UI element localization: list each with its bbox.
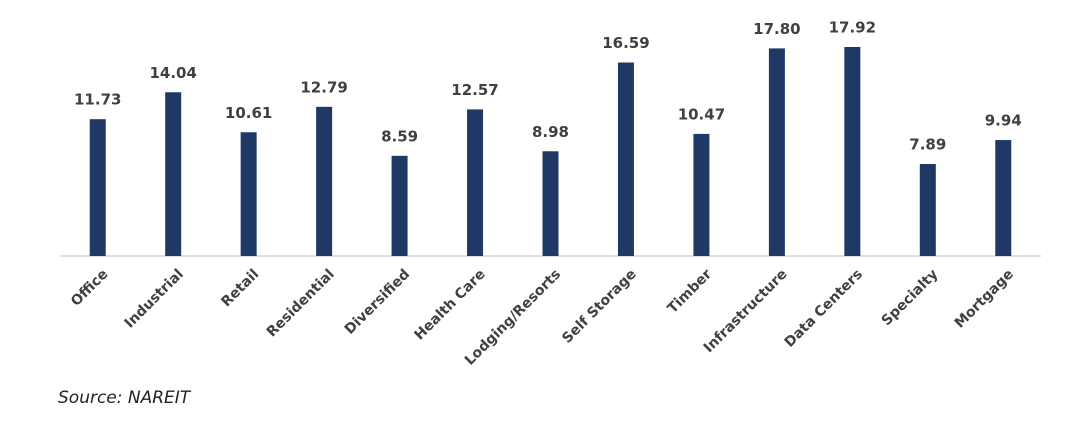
bar <box>240 132 257 256</box>
x-tick-label: Industrial <box>122 266 187 331</box>
value-label: 7.89 <box>909 135 946 153</box>
value-label: 14.04 <box>149 64 196 82</box>
bar <box>995 140 1012 256</box>
value-label: 8.59 <box>381 127 418 145</box>
bar <box>919 163 936 256</box>
bar <box>693 133 710 256</box>
value-label: 17.92 <box>829 19 876 37</box>
bar <box>391 155 408 256</box>
value-label: 8.98 <box>532 123 569 141</box>
value-label: 12.79 <box>300 78 347 96</box>
value-label: 16.59 <box>602 34 649 52</box>
value-label: 17.80 <box>753 20 800 38</box>
x-tick-label: Data Centers <box>782 266 866 350</box>
x-tick-label: Mortgage <box>952 266 1017 331</box>
value-label: 11.73 <box>74 91 121 109</box>
bar <box>316 106 333 256</box>
x-tick-label: Diversified <box>342 266 413 337</box>
bar <box>165 92 182 257</box>
x-tick-label: Residential <box>264 266 338 340</box>
x-tick-label: Self Storage <box>559 266 639 346</box>
x-tick-label: Infrastructure <box>701 266 791 356</box>
source-note: Source: NAREIT <box>58 388 192 408</box>
value-label: 9.94 <box>985 112 1022 130</box>
value-label: 10.47 <box>678 105 725 123</box>
x-tick-label: Specialty <box>879 266 942 329</box>
x-tick-label: Office <box>68 266 111 309</box>
bar <box>89 119 106 257</box>
x-tick-label: Retail <box>218 266 262 310</box>
bar <box>617 62 634 256</box>
x-tick-label: Health Care <box>412 266 489 343</box>
bar <box>844 47 861 256</box>
value-label: 10.61 <box>225 104 272 122</box>
value-label: 12.57 <box>451 81 498 99</box>
bar <box>542 151 559 256</box>
x-tick-label: Timber <box>665 266 716 317</box>
bar <box>768 48 785 257</box>
bar <box>467 109 484 257</box>
